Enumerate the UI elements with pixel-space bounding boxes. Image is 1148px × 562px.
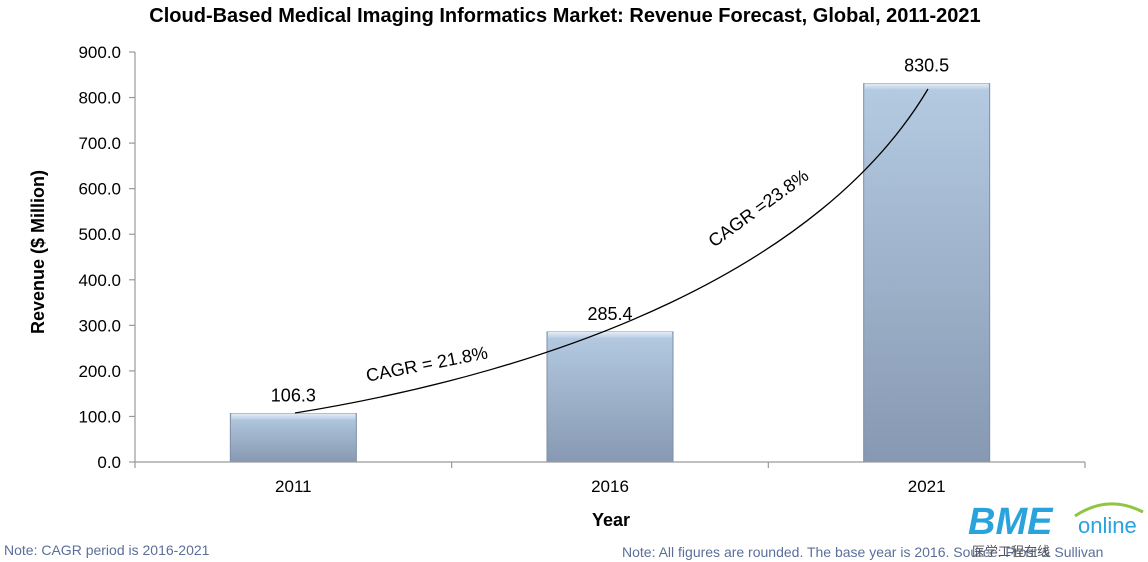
bar-top-highlight bbox=[231, 413, 356, 420]
bar bbox=[863, 83, 991, 463]
y-axis-title: Revenue ($ Million) bbox=[28, 170, 48, 334]
bars bbox=[229, 83, 991, 463]
x-tick-label: 2021 bbox=[908, 477, 946, 496]
x-axis-ticks: 2011 2016 2021 bbox=[134, 462, 1086, 496]
y-tick-label: 600.0 bbox=[78, 180, 121, 199]
logo-arc bbox=[1074, 502, 1144, 518]
y-tick-label: 200.0 bbox=[78, 362, 121, 381]
bar-top-highlight bbox=[548, 331, 672, 338]
y-tick-label: 900.0 bbox=[78, 43, 121, 62]
cagr-trend-curve bbox=[294, 88, 929, 414]
logo-cn-text: 医学工程在线 bbox=[972, 544, 1050, 560]
bar bbox=[546, 331, 674, 463]
y-tick-label: 100.0 bbox=[78, 407, 121, 426]
y-tick-label: 700.0 bbox=[78, 134, 121, 153]
data-label: 106.3 bbox=[271, 386, 316, 406]
y-axis-ticks: 0.0 100.0 200.0 300.0 400.0 500.0 600.0 700.0 80… bbox=[78, 43, 135, 472]
y-tick-label: 0.0 bbox=[97, 453, 121, 472]
chart-title: Cloud-Based Medical Imaging Informatics … bbox=[149, 5, 980, 27]
x-axis-title: Year bbox=[592, 510, 630, 530]
y-tick-label: 300.0 bbox=[78, 316, 121, 335]
cagr-label-left: CAGR = 21.8% bbox=[364, 343, 489, 386]
cagr-label-right: CAGR =23.8% bbox=[705, 165, 813, 251]
x-tick-label: 2016 bbox=[591, 477, 629, 496]
y-tick-label: 400.0 bbox=[78, 271, 121, 290]
data-label: 285.4 bbox=[587, 304, 632, 324]
y-tick-label: 500.0 bbox=[78, 225, 121, 244]
bme-logo: BME online 医学工程在线 bbox=[968, 501, 1144, 560]
bar-top-highlight bbox=[864, 83, 989, 90]
data-label: 830.5 bbox=[904, 56, 949, 76]
data-labels: 106.3 285.4 830.5 bbox=[271, 56, 949, 406]
logo-sub-text: online bbox=[1078, 513, 1137, 538]
bar bbox=[229, 413, 357, 463]
logo-main-text: BME bbox=[968, 501, 1054, 543]
note-right: Note: All figures are rounded. The base … bbox=[622, 544, 1103, 560]
y-tick-label: 800.0 bbox=[78, 89, 121, 108]
note-left: Note: CAGR period is 2016-2021 bbox=[4, 542, 210, 558]
x-tick-label: 2011 bbox=[275, 477, 312, 496]
